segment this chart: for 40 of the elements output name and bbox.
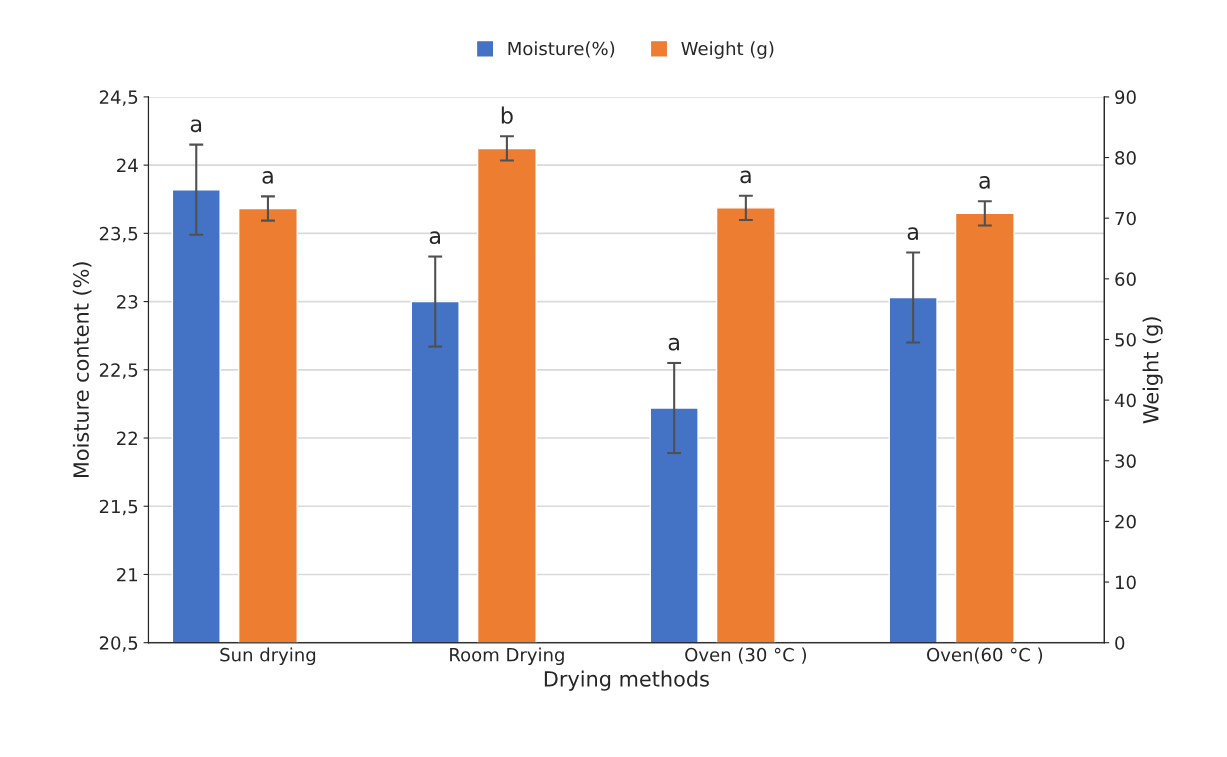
y2-tick-label: 60 [1115,272,1136,286]
y2-tick-label: 30 [1115,454,1136,468]
data-label: a [668,337,679,351]
data-label: a [907,227,918,240]
y-tick-label: 23 [117,295,138,309]
data-label: b [501,106,513,124]
x-tick-label: Oven(60 °C ) [927,647,1043,664]
y2-tick-label: 0 [1115,636,1125,650]
y-tick-label: 21,5 [99,499,138,516]
y2-tick-label: 20 [1115,514,1136,529]
y2-tick-label: 70 [1115,211,1136,226]
bar [476,147,537,643]
x-axis-title: Drying methods [544,670,709,691]
y-tick-label: 24,5 [99,90,138,106]
bar [715,207,776,643]
y2-axis-title: Weight (g) [1142,317,1163,424]
data-label: a [262,171,273,184]
y2-tick-label: 10 [1116,575,1136,590]
y-tick-label: 22,5 [99,363,138,379]
x-tick-label: Oven (30 °C ) [685,647,806,664]
x-tick-label: Room Drying [450,647,564,666]
y-tick-label: 21 [117,567,138,582]
y2-tick-label: 90 [1115,90,1136,105]
data-label: a [429,231,441,245]
y-axis-title: Moisture content (%) [72,262,92,478]
bar [954,212,1015,643]
x-tick-label: Sun drying [220,647,316,666]
data-label: a [979,175,990,189]
y-tick-label: 23,5 [99,226,138,243]
bar [237,207,298,643]
legend-label: Moisture(%) [508,41,615,58]
data-label: a [740,170,751,184]
y-tick-label: 24 [117,158,138,172]
y2-tick-label: 50 [1115,332,1136,347]
y2-tick-label: 80 [1115,151,1136,165]
data-label: a [190,119,202,133]
y2-tick-label: 40 [1114,393,1136,408]
y-tick-label: 22 [117,431,137,445]
y-tick-label: 20,5 [99,636,138,652]
legend-label: Weight (g) [681,41,774,59]
